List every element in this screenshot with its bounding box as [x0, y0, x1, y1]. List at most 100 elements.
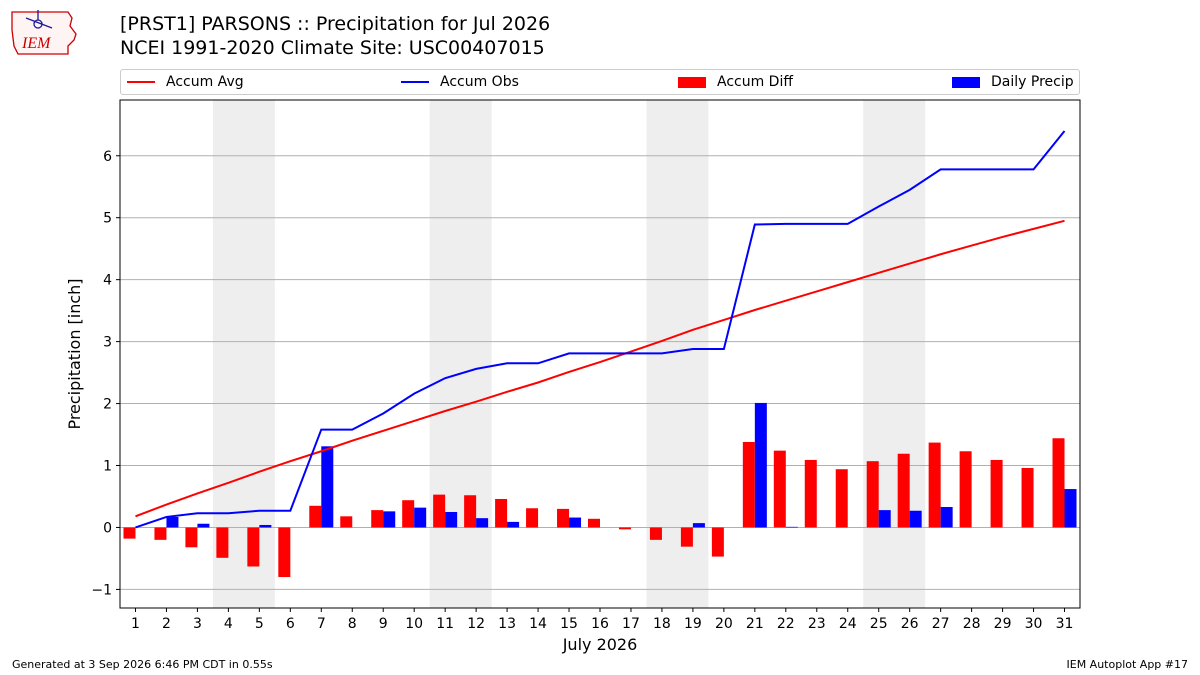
legend-label-accum-avg: Accum Avg [166, 74, 244, 90]
x-tick-label: 29 [994, 616, 1012, 632]
x-tick-label: 11 [436, 616, 454, 632]
daily-precip-bar [321, 446, 334, 528]
legend-daily-precip: Daily Precip [952, 70, 1074, 94]
daily-precip-bar [785, 526, 798, 528]
accum-diff-bar [618, 527, 631, 530]
x-tick-label: 3 [193, 616, 202, 632]
x-tick-label: 7 [317, 616, 326, 632]
legend-accum-obs: Accum Obs [401, 70, 519, 94]
x-tick-label: 18 [653, 616, 671, 632]
accum-diff-bar [773, 450, 786, 528]
generated-footer: Generated at 3 Sep 2026 6:46 PM CDT in 0… [12, 658, 273, 671]
accum-diff-bar [742, 441, 755, 528]
y-tick-label: 5 [103, 211, 112, 227]
y-tick-label: 3 [103, 335, 112, 351]
x-tick-label: 30 [1025, 616, 1043, 632]
legend-swatch-accum-obs [401, 81, 429, 83]
x-tick-label: 31 [1056, 616, 1074, 632]
accum-diff-bar [711, 527, 724, 557]
accum-diff-bar [371, 510, 384, 528]
x-tick-label: 15 [560, 616, 578, 632]
legend-accum-diff: Accum Diff [678, 70, 793, 94]
accum-diff-bar [309, 505, 322, 528]
legend-accum-avg: Accum Avg [127, 70, 244, 94]
daily-precip-bar [754, 402, 767, 528]
iem-logo: IEM [11, 10, 77, 55]
daily-precip-bar [383, 511, 396, 528]
x-tick-label: 27 [932, 616, 950, 632]
accum-diff-bar [495, 498, 508, 528]
x-tick-label: 12 [467, 616, 485, 632]
x-tick-label: 13 [498, 616, 516, 632]
y-tick-label: 2 [103, 397, 112, 413]
app-footer: IEM Autoplot App #17 [1066, 658, 1189, 671]
accum-diff-bar [959, 451, 972, 528]
daily-precip-bar [507, 521, 520, 528]
x-tick-label: 8 [348, 616, 357, 632]
chart-subtitle: NCEI 1991-2020 Climate Site: USC00407015 [120, 37, 545, 59]
daily-precip-bar [414, 507, 427, 528]
accum-diff-bar [897, 453, 910, 528]
x-tick-label: 21 [746, 616, 764, 632]
x-tick-label: 2 [162, 616, 171, 632]
legend-label-daily-precip: Daily Precip [991, 74, 1074, 90]
x-tick-label: 22 [777, 616, 795, 632]
legend: Accum Avg Accum Obs Accum Diff Daily Pre… [120, 69, 1080, 95]
accum-avg-line [135, 219, 1065, 518]
legend-swatch-daily-precip [952, 76, 980, 88]
daily-precip-bar [909, 510, 922, 528]
x-tick-label: 24 [839, 616, 857, 632]
x-tick-label: 5 [255, 616, 264, 632]
y-tick-label: 1 [103, 459, 112, 475]
daily-precip-bar [1064, 489, 1077, 528]
y-axis-label: Precipitation [inch] [65, 278, 84, 429]
accum-diff-bar [649, 527, 662, 540]
daily-precip-bar [259, 524, 272, 528]
x-tick-label: 10 [405, 616, 423, 632]
daily-precip-bar [166, 516, 179, 528]
x-tick-label: 4 [224, 616, 233, 632]
accum-diff-bar [1052, 438, 1065, 528]
x-tick-label: 23 [808, 616, 826, 632]
accum-diff-bar [557, 508, 570, 528]
accum-diff-bar [123, 527, 136, 539]
x-tick-label: 19 [684, 616, 702, 632]
iowa-outline-icon [11, 11, 77, 55]
weekend-band [212, 100, 275, 608]
accum-diff-bar [247, 527, 260, 567]
accum-diff-bar [340, 516, 353, 528]
accum-diff-bar [990, 459, 1003, 528]
legend-swatch-accum-diff [678, 76, 706, 88]
accum-diff-bar [464, 495, 477, 528]
accum-diff-bar [928, 442, 941, 528]
x-axis-label: July 2026 [562, 635, 638, 654]
x-tick-label: 17 [622, 616, 640, 632]
weekend-band [429, 100, 492, 608]
daily-precip-bar [940, 507, 953, 528]
y-tick-label: 6 [103, 149, 112, 165]
x-tick-label: 6 [286, 616, 295, 632]
x-tick-label: 14 [529, 616, 547, 632]
accum-diff-bar [185, 527, 198, 548]
daily-precip-bar [692, 523, 705, 528]
daily-precip-bar [197, 523, 210, 528]
accum-diff-bar [526, 508, 539, 528]
y-tick-label: −1 [91, 582, 112, 598]
accum-diff-bar [278, 527, 291, 578]
x-tick-label: 25 [870, 616, 888, 632]
chart-title: [PRST1] PARSONS :: Precipitation for Jul… [120, 13, 551, 35]
x-tick-label: 26 [901, 616, 919, 632]
x-tick-label: 16 [591, 616, 609, 632]
x-tick-label: 9 [379, 616, 388, 632]
accum-diff-bar [680, 527, 693, 547]
legend-swatch-accum-avg [127, 81, 155, 83]
accum-diff-bar [433, 494, 446, 528]
legend-label-accum-obs: Accum Obs [440, 74, 519, 90]
weekend-band [863, 100, 926, 608]
accum-diff-bar [804, 459, 817, 528]
accum-obs-line [135, 130, 1066, 529]
daily-precip-bar [476, 518, 489, 528]
accum-diff-bar [835, 469, 848, 528]
x-tick-label: 20 [715, 616, 733, 632]
